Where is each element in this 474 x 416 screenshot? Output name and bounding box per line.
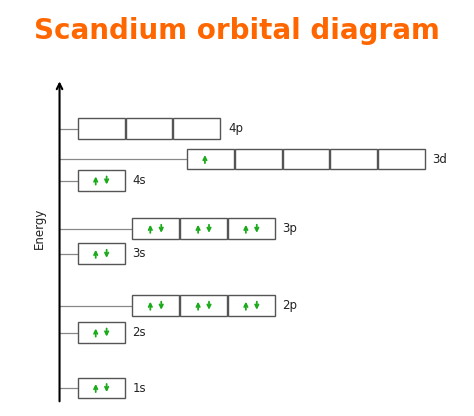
Bar <box>78 170 125 191</box>
Text: 3p: 3p <box>283 222 297 235</box>
Bar <box>180 218 227 239</box>
Text: Scandium orbital diagram: Scandium orbital diagram <box>34 17 440 45</box>
Bar <box>78 243 125 264</box>
Text: 1s: 1s <box>132 381 146 394</box>
Text: 2s: 2s <box>132 326 146 339</box>
Bar <box>180 295 227 316</box>
Text: 4s: 4s <box>132 174 146 187</box>
Bar <box>228 295 275 316</box>
Bar <box>126 118 173 139</box>
Text: Energy: Energy <box>33 208 46 250</box>
Bar <box>378 149 425 169</box>
Bar <box>78 322 125 343</box>
Bar <box>132 295 179 316</box>
Bar <box>283 149 329 169</box>
Bar <box>78 118 125 139</box>
Bar <box>187 149 234 169</box>
Bar <box>78 378 125 399</box>
Bar <box>173 118 220 139</box>
Text: 3d: 3d <box>433 153 447 166</box>
Text: 3s: 3s <box>132 248 146 260</box>
Bar <box>132 218 179 239</box>
Bar <box>235 149 282 169</box>
Bar <box>330 149 377 169</box>
Text: 2p: 2p <box>283 299 298 312</box>
Text: 4p: 4p <box>228 122 243 135</box>
Bar <box>228 218 275 239</box>
